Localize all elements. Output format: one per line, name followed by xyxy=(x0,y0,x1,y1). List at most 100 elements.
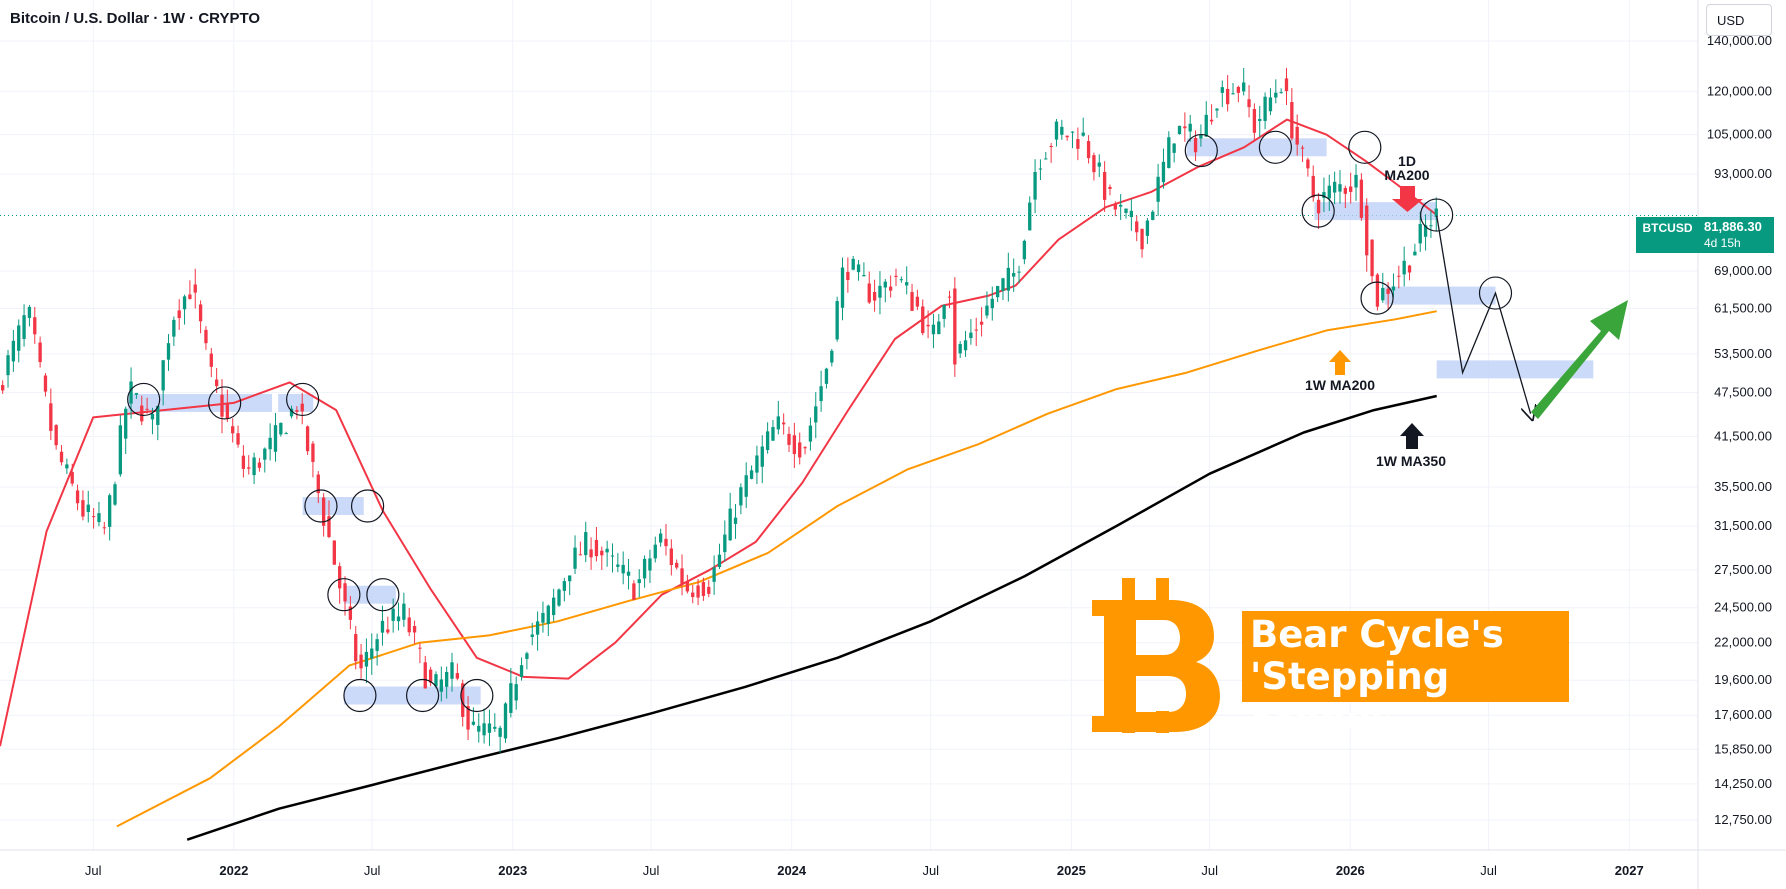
candle-body xyxy=(835,301,839,340)
green-up-arrow-icon xyxy=(1531,300,1628,419)
candle-body xyxy=(1172,143,1176,153)
candle-body xyxy=(953,288,957,365)
callout-line-2: 'Stepping Stones' xyxy=(1250,655,1450,740)
candle-body xyxy=(1161,161,1166,183)
candle-body xyxy=(220,394,224,417)
support-zone xyxy=(343,585,396,604)
currency-selector[interactable]: USD xyxy=(1706,4,1772,36)
candle-body xyxy=(872,291,877,301)
support-zone xyxy=(1436,360,1594,379)
candle-body xyxy=(412,626,417,633)
y-tick-label: 27,500.00 xyxy=(1714,562,1772,577)
candle-body xyxy=(883,281,887,288)
candle-body xyxy=(1295,126,1299,145)
candle-body xyxy=(573,547,577,569)
candle-body xyxy=(108,495,112,527)
candle-body xyxy=(1033,171,1037,200)
y-tick-label: 15,850.00 xyxy=(1714,741,1772,756)
candle-body xyxy=(11,340,16,362)
candle-body xyxy=(1370,239,1374,277)
candle-body xyxy=(1028,202,1032,231)
candle-body xyxy=(386,629,390,633)
candle-body xyxy=(134,393,139,395)
candle-body xyxy=(236,433,240,445)
candles xyxy=(1,67,1438,753)
candle-body xyxy=(65,464,69,469)
candle-body xyxy=(1108,186,1112,189)
ma-line xyxy=(186,394,1437,841)
touch-circle xyxy=(286,382,320,417)
candle-body xyxy=(177,310,181,319)
candle-body xyxy=(1,385,5,391)
candle-body xyxy=(418,647,422,649)
candle-body xyxy=(268,437,272,450)
touch-circle xyxy=(460,678,494,713)
candle-body xyxy=(1397,275,1401,277)
ma1w200-label: 1W MA200 xyxy=(1305,377,1375,393)
candle-body xyxy=(466,706,470,730)
candle-body xyxy=(140,405,144,422)
candle-body xyxy=(525,653,529,659)
candle-body xyxy=(814,406,818,423)
ma1w350-label: 1W MA350 xyxy=(1376,453,1446,469)
candle-body xyxy=(691,592,695,598)
candle-body xyxy=(91,516,96,518)
candle-body xyxy=(541,612,545,623)
candle-body xyxy=(455,673,460,679)
candle-body xyxy=(1322,192,1326,198)
candle-body xyxy=(102,527,106,529)
candle-body xyxy=(145,408,149,410)
candle-body xyxy=(327,516,331,538)
candle-body xyxy=(1252,109,1257,133)
candle-body xyxy=(733,517,738,524)
candle-body xyxy=(295,410,299,412)
candle-body xyxy=(509,683,513,713)
x-tick-label: 2024 xyxy=(777,863,807,878)
y-tick-label: 22,000.00 xyxy=(1714,635,1772,650)
candle-body xyxy=(1001,278,1005,291)
candle-body xyxy=(915,296,920,307)
candle-body xyxy=(1081,132,1085,136)
candle-body xyxy=(1006,267,1010,291)
candle-body xyxy=(1060,126,1064,135)
projection-line xyxy=(1436,215,1531,414)
candle-body xyxy=(150,413,155,420)
last-price-value: 81,886.30 xyxy=(1704,219,1762,234)
candle-body xyxy=(396,616,401,622)
candle-body xyxy=(439,679,443,692)
y-tick-label: 140,000.00 xyxy=(1707,33,1772,48)
candle-body xyxy=(514,684,518,701)
candle-body xyxy=(370,648,374,659)
candle-body xyxy=(81,500,85,517)
candle-body xyxy=(712,567,716,582)
candle-body xyxy=(273,425,278,452)
candle-body xyxy=(626,571,631,576)
candle-body xyxy=(530,634,534,637)
touch-circle xyxy=(366,578,400,612)
touch-circles xyxy=(127,130,1513,713)
candle-body xyxy=(1434,208,1438,217)
candle-body xyxy=(1354,174,1358,188)
candle-body xyxy=(1215,108,1219,111)
candle-body xyxy=(600,550,604,556)
ma1d-label-line2: MA200 xyxy=(1384,167,1429,183)
touch-circle xyxy=(208,386,242,420)
candle-body xyxy=(434,674,438,687)
candle-body xyxy=(156,405,160,425)
y-tick-label: 69,000.00 xyxy=(1714,263,1772,278)
candle-body xyxy=(332,540,336,565)
candle-body xyxy=(637,579,641,584)
x-tick-label: Jul xyxy=(364,863,381,878)
candle-body xyxy=(375,639,379,651)
ma-line xyxy=(0,118,1438,747)
candle-body xyxy=(605,548,609,553)
x-tick-label: Jul xyxy=(1480,863,1497,878)
candle-body xyxy=(856,264,861,273)
candle-body xyxy=(59,451,64,463)
candle-body xyxy=(519,665,524,677)
x-tick-label: Jul xyxy=(85,863,102,878)
touch-circle xyxy=(327,578,361,612)
